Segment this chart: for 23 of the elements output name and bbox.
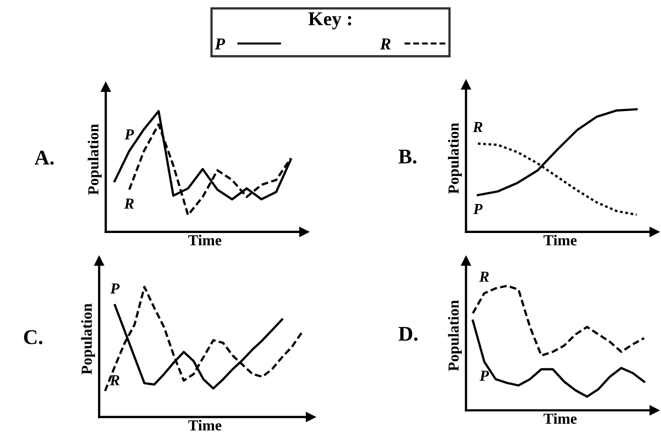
y-axis-title: Population [88, 124, 102, 195]
y-axis-title: Population [448, 300, 462, 372]
text: D. [398, 326, 418, 341]
legend-title: Key : [308, 12, 352, 30]
text: P [124, 129, 134, 140]
series-label: R [472, 122, 482, 132]
legend-label: P [214, 38, 226, 50]
text: A. [34, 150, 54, 165]
text: R [124, 198, 134, 209]
series-label: P [110, 284, 120, 294]
legend-label: R [479, 272, 489, 282]
text: C. [24, 330, 42, 344]
x-axis-title: Time [188, 234, 222, 246]
text: B. [398, 150, 416, 164]
series-label: P [473, 204, 483, 214]
series-label: P [480, 370, 490, 381]
x-axis-title: Time [544, 413, 577, 424]
x-axis-title: Time [188, 420, 222, 431]
legend-label: R [380, 38, 391, 50]
y-axis-title: Population [81, 304, 95, 374]
y-axis-title: Population [448, 122, 462, 194]
series-label: R [110, 375, 120, 386]
x-axis-title: Time [544, 234, 577, 246]
